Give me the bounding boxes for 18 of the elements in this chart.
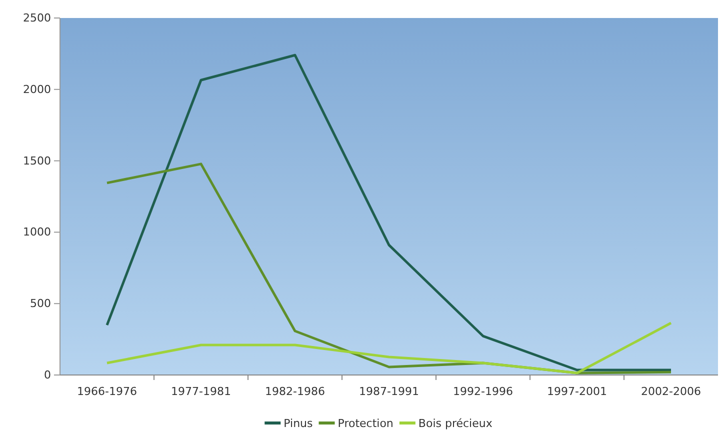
x-tick-label: 1977-1981 — [171, 384, 231, 398]
x-tick-label: 1987-1991 — [359, 384, 419, 398]
y-tick-label: 1000 — [23, 226, 51, 239]
line-series — [106, 322, 672, 374]
legend-label: Pinus — [284, 417, 314, 430]
legend-label: Protection — [338, 417, 394, 430]
legend-label: Bois précieux — [418, 417, 493, 430]
y-tick-label: 0 — [44, 368, 51, 382]
x-tick-label: 2002-2006 — [641, 384, 701, 398]
y-tick-label: 1500 — [23, 154, 51, 168]
y-tick-label: 2500 — [23, 12, 51, 25]
y-tick-label: 500 — [30, 297, 51, 310]
x-tick-label: 1982-1986 — [265, 384, 325, 398]
y-tick-label: 2000 — [23, 82, 51, 96]
line-series — [106, 54, 672, 372]
x-tick-label: 1997-2001 — [547, 384, 607, 398]
x-tick-label: 1966-1976 — [77, 384, 137, 398]
x-tick-label: 1992-1996 — [453, 384, 513, 398]
